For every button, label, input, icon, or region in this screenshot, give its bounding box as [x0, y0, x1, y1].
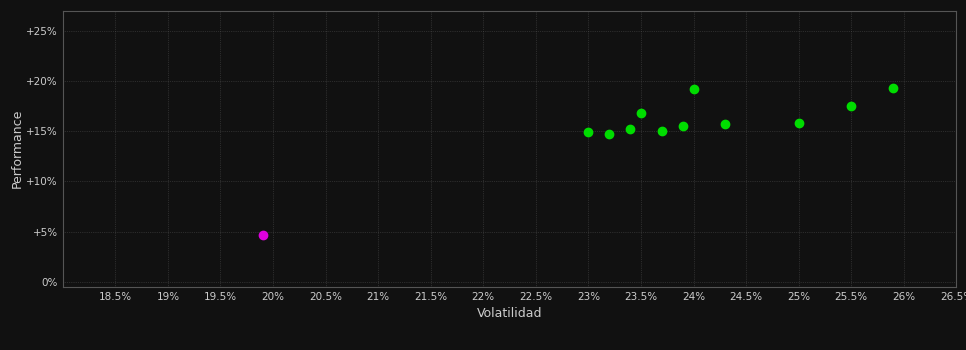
Point	[634, 110, 649, 116]
Point	[654, 128, 669, 134]
Point	[675, 123, 691, 129]
Y-axis label: Performance: Performance	[11, 109, 23, 188]
Point	[791, 120, 807, 126]
Point	[623, 126, 639, 132]
Point	[602, 131, 617, 137]
Point	[886, 85, 901, 91]
X-axis label: Volatilidad: Volatilidad	[477, 307, 542, 320]
Point	[581, 130, 596, 135]
Point	[255, 232, 270, 238]
Point	[718, 121, 733, 127]
Point	[686, 86, 701, 92]
Point	[843, 103, 859, 109]
